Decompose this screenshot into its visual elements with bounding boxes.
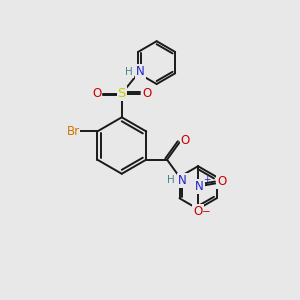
Text: O: O bbox=[217, 176, 226, 188]
Text: H: H bbox=[167, 176, 175, 185]
Text: N: N bbox=[178, 174, 187, 187]
Text: −: − bbox=[202, 207, 211, 217]
Text: O: O bbox=[181, 134, 190, 147]
Text: N: N bbox=[195, 180, 204, 193]
Text: O: O bbox=[194, 205, 203, 218]
Text: +: + bbox=[203, 176, 211, 184]
Text: S: S bbox=[118, 87, 126, 100]
Text: O: O bbox=[142, 87, 152, 100]
Text: Br: Br bbox=[66, 125, 80, 138]
Text: O: O bbox=[92, 87, 101, 100]
Text: H: H bbox=[125, 67, 133, 77]
Text: N: N bbox=[136, 65, 145, 78]
